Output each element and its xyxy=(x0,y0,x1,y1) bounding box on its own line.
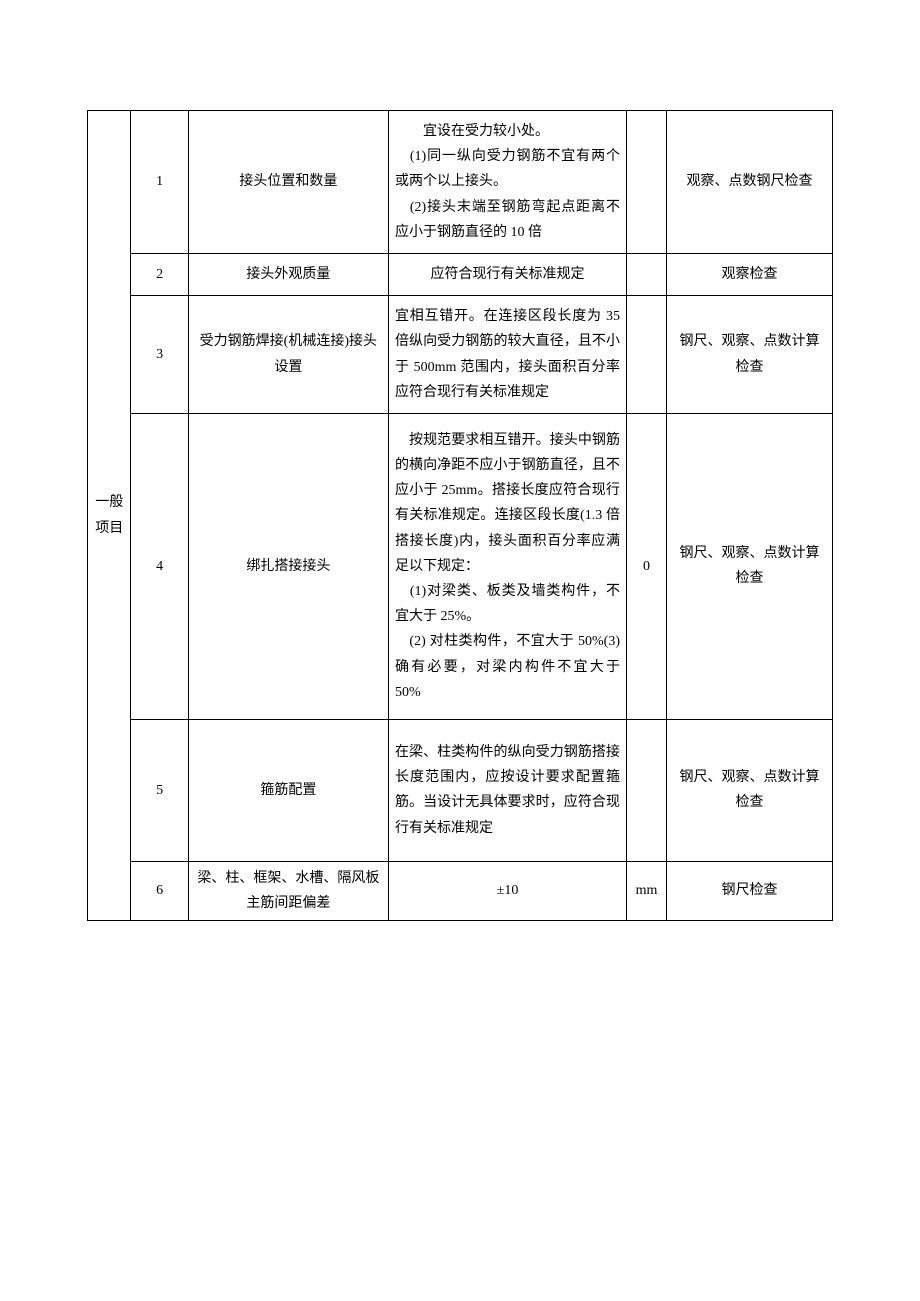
table-body: 一般项目 1 接头位置和数量 宜设在受力较小处。 (1)同一纵向受力钢筋不宜有两… xyxy=(88,111,833,921)
method-cell: 观察、点数钢尺检查 xyxy=(667,111,833,254)
requirement-text: 按规范要求相互错开。接头中钢筋的横向净距不应小于钢筋直径，且不应小于 25mm。… xyxy=(388,413,626,719)
table-row: 3 受力钢筋焊接(机械连接)接头设置 宜相互错开。在连接区段长度为 35 倍纵向… xyxy=(88,296,833,414)
table-row: 一般项目 1 接头位置和数量 宜设在受力较小处。 (1)同一纵向受力钢筋不宜有两… xyxy=(88,111,833,254)
requirement-text: 宜相互错开。在连接区段长度为 35 倍纵向受力钢筋的较大直径，且不小于 500m… xyxy=(388,296,626,414)
inspection-table: 一般项目 1 接头位置和数量 宜设在受力较小处。 (1)同一纵向受力钢筋不宜有两… xyxy=(87,110,833,921)
method-cell: 钢尺、观察、点数计算检查 xyxy=(667,413,833,719)
item-name: 受力钢筋焊接(机械连接)接头设置 xyxy=(188,296,388,414)
item-name: 梁、柱、框架、水槽、隔风板主筋间距偏差 xyxy=(188,861,388,920)
table-row: 6 梁、柱、框架、水槽、隔风板主筋间距偏差 ±10 mm 钢尺检查 xyxy=(88,861,833,920)
row-num: 6 xyxy=(131,861,188,920)
row-num: 3 xyxy=(131,296,188,414)
row-num: 4 xyxy=(131,413,188,719)
row-num: 2 xyxy=(131,253,188,295)
item-name: 绑扎搭接接头 xyxy=(188,413,388,719)
category-label: 一般项目 xyxy=(95,495,123,535)
item-name: 接头外观质量 xyxy=(188,253,388,295)
unit-cell xyxy=(627,111,667,254)
table-row: 2 接头外观质量 应符合现行有关标准规定 观察检查 xyxy=(88,253,833,295)
unit-cell xyxy=(627,719,667,861)
method-cell: 钢尺、观察、点数计算检查 xyxy=(667,719,833,861)
method-cell: 钢尺检查 xyxy=(667,861,833,920)
unit-cell: mm xyxy=(627,861,667,920)
row-num: 5 xyxy=(131,719,188,861)
method-cell: 钢尺、观察、点数计算检查 xyxy=(667,296,833,414)
item-name: 箍筋配置 xyxy=(188,719,388,861)
table-row: 5 箍筋配置 在梁、柱类构件的纵向受力钢筋搭接长度范围内，应按设计要求配置箍筋。… xyxy=(88,719,833,861)
category-cell: 一般项目 xyxy=(88,111,131,921)
item-name: 接头位置和数量 xyxy=(188,111,388,254)
requirement-text: ±10 xyxy=(388,861,626,920)
unit-cell: 0 xyxy=(627,413,667,719)
unit-cell xyxy=(627,296,667,414)
unit-cell xyxy=(627,253,667,295)
row-num: 1 xyxy=(131,111,188,254)
method-cell: 观察检查 xyxy=(667,253,833,295)
requirement-text: 应符合现行有关标准规定 xyxy=(388,253,626,295)
requirement-text: 宜设在受力较小处。 (1)同一纵向受力钢筋不宜有两个或两个以上接头。 (2)接头… xyxy=(388,111,626,254)
table-row: 4 绑扎搭接接头 按规范要求相互错开。接头中钢筋的横向净距不应小于钢筋直径，且不… xyxy=(88,413,833,719)
requirement-text: 在梁、柱类构件的纵向受力钢筋搭接长度范围内，应按设计要求配置箍筋。当设计无具体要… xyxy=(388,719,626,861)
